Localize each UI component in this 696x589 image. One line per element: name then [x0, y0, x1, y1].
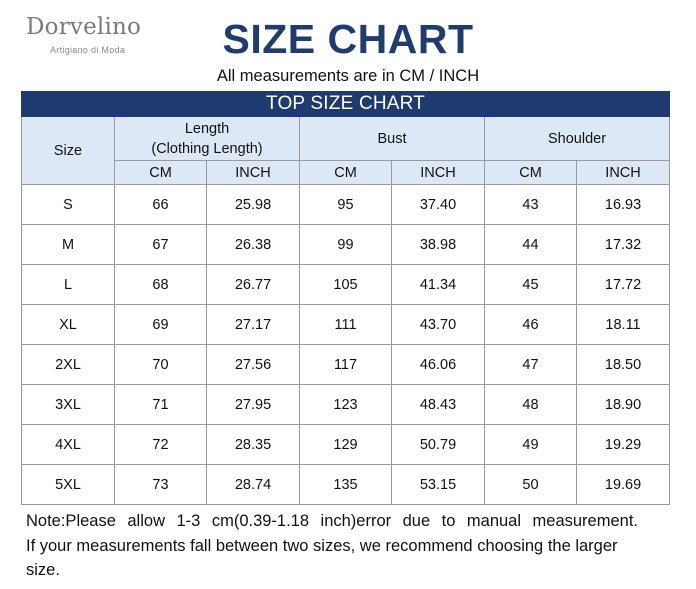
measurement-cell: 68 [114, 264, 207, 305]
table-row: 5XL 73 28.74 135 53.15 50 19.69 [21, 464, 671, 505]
measurement-cell: 25.98 [206, 184, 300, 225]
table-row: L 68 26.77 105 41.34 45 17.72 [21, 264, 671, 305]
measurement-cell: 123 [299, 384, 392, 425]
size-chart-table: TOP SIZE CHART Size Length (Clothing Len… [20, 91, 671, 505]
measurement-cell: 72 [114, 424, 207, 465]
measurement-cell: 47 [484, 344, 577, 385]
measurement-cell: 18.50 [575, 344, 671, 385]
table-row: S 66 25.98 95 37.40 43 16.93 [21, 184, 671, 225]
measurement-cell: 48 [484, 384, 577, 425]
units-subtitle: All measurements are in CM / INCH [216, 67, 480, 85]
length-group-header: Length (Clothing Length) [114, 116, 300, 161]
shoulder-group-header: Shoulder [483, 116, 671, 161]
measurement-cell: 37.40 [391, 184, 485, 225]
size-cell: 2XL [21, 344, 115, 385]
unit-header: INCH [391, 160, 485, 185]
measurement-cell: 16.93 [575, 184, 671, 225]
table-row: XL 69 27.17 111 43.70 46 18.11 [21, 304, 671, 345]
size-rows: S 66 25.98 95 37.40 43 16.93 M 67 26.38 99 38.98 44 1… [21, 184, 671, 505]
size-cell: S [21, 184, 115, 225]
length-header-line2: (Clothing Length) [151, 140, 263, 157]
measurement-cell: 71 [114, 384, 207, 425]
measurement-cell: 19.29 [575, 424, 671, 465]
measurement-cell: 17.32 [575, 224, 671, 265]
measurement-cell: 50 [484, 464, 577, 505]
measurement-cell: 70 [114, 344, 207, 385]
unit-header: CM [114, 160, 207, 185]
measurement-cell: 17.72 [575, 264, 671, 305]
measurement-cell: 135 [299, 464, 392, 505]
size-cell: 4XL [21, 424, 115, 465]
measurement-cell: 27.95 [206, 384, 300, 425]
unit-header: CM [299, 160, 392, 185]
length-header-line1: Length [184, 120, 230, 137]
unit-header: INCH [206, 160, 300, 185]
measurement-cell: 27.56 [206, 344, 300, 385]
measurement-cell: 28.35 [206, 424, 300, 465]
measurement-cell: 28.74 [206, 464, 300, 505]
brand-logo: Dorvelino Artigiano di Moda [26, 12, 176, 60]
measurement-cell: 53.15 [391, 464, 485, 505]
size-cell: XL [21, 304, 115, 345]
measurement-cell: 18.90 [575, 384, 671, 425]
table-row: 3XL 71 27.95 123 48.43 48 18.90 [21, 384, 671, 425]
measurement-cell: 105 [299, 264, 392, 305]
table-row: M 67 26.38 99 38.98 44 17.32 [21, 224, 671, 265]
measurement-cell: 45 [484, 264, 577, 305]
size-cell: L [21, 264, 115, 305]
measurement-cell: 73 [114, 464, 207, 505]
page-title: SIZE CHART [222, 16, 474, 62]
measurement-note: Note:Please allow 1-3 cm(0.39-1.18 inch)… [26, 509, 638, 583]
measurement-cell: 26.77 [206, 264, 300, 305]
unit-header: INCH [575, 160, 671, 185]
note-line-2: If your measurements fall between two si… [26, 536, 618, 580]
note-line-1: Note:Please allow 1-3 cm(0.39-1.18 inch)… [26, 512, 638, 530]
measurement-cell: 19.69 [575, 464, 671, 505]
measurement-cell: 117 [299, 344, 392, 385]
measurement-cell: 46 [484, 304, 577, 345]
unit-header: CM [484, 160, 577, 185]
measurement-cell: 66 [114, 184, 207, 225]
table-row: 4XL 72 28.35 129 50.79 49 19.29 [21, 424, 671, 465]
measurement-cell: 43 [484, 184, 577, 225]
bust-group-header: Bust [299, 116, 485, 161]
size-column-header: Size [21, 116, 115, 185]
measurement-cell: 38.98 [391, 224, 485, 265]
measurement-cell: 44 [484, 224, 577, 265]
measurement-cell: 50.79 [391, 424, 485, 465]
size-cell: 5XL [21, 464, 115, 505]
measurement-cell: 129 [299, 424, 392, 465]
brand-name: Dorvelino [26, 14, 142, 40]
measurement-cell: 27.17 [206, 304, 300, 345]
measurement-cell: 49 [484, 424, 577, 465]
measurement-cell: 46.06 [391, 344, 485, 385]
table-banner: TOP SIZE CHART [20, 91, 671, 117]
size-cell: M [21, 224, 115, 265]
brand-tagline: Artigiano di Moda [50, 45, 126, 55]
measurement-cell: 18.11 [575, 304, 671, 345]
measurement-cell: 95 [299, 184, 392, 225]
measurement-cell: 43.70 [391, 304, 485, 345]
measurement-cell: 99 [299, 224, 392, 265]
measurement-cell: 48.43 [391, 384, 485, 425]
table-row: 2XL 70 27.56 117 46.06 47 18.50 [21, 344, 671, 385]
measurement-cell: 26.38 [206, 224, 300, 265]
measurement-cell: 41.34 [391, 264, 485, 305]
measurement-cell: 69 [114, 304, 207, 345]
measurement-cell: 111 [299, 304, 392, 345]
measurement-cell: 67 [114, 224, 207, 265]
size-cell: 3XL [21, 384, 115, 425]
